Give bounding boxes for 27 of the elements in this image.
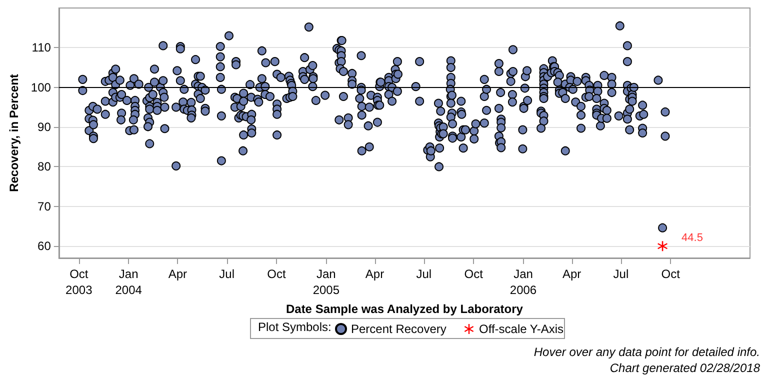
x-tick-label: Jul — [416, 267, 432, 281]
x-tick-label: Apr — [365, 267, 384, 281]
text: Hover over any data point for detailed info. — [534, 345, 760, 359]
x-tick-label: Oct 2003 — [66, 267, 93, 297]
x-tick-label: Jul — [219, 267, 235, 281]
x-tick-label: Oct — [464, 267, 484, 281]
x-tick-label: Jul — [613, 267, 629, 281]
x-tick-label: Apr — [562, 267, 582, 281]
y-tick-label: 70 — [38, 199, 52, 214]
legend-label: Percent Recovery — [351, 322, 446, 336]
y-tick-label: 110 — [32, 40, 52, 55]
text: Chart generated 02/28/2018 — [610, 361, 760, 375]
x-tick-label: Jan 2005 — [312, 267, 340, 297]
legend-label: Off-scale Y-Axis — [479, 322, 564, 336]
y-axis-title: Recovery, in Percent — [7, 74, 21, 192]
x-tick-label: Oct — [267, 267, 286, 281]
x-tick-label: Apr — [168, 267, 188, 281]
annotation: 44.5 — [682, 232, 703, 244]
x-tick-label: Jan 2004 — [115, 267, 142, 297]
y-tick-label: 60 — [38, 239, 52, 254]
x-tick-label: Oct — [661, 267, 681, 281]
legend-title: Plot Symbols: — [258, 320, 332, 334]
x-tick-label: Jan 2006 — [510, 267, 537, 297]
y-tick-label: 90 — [38, 120, 52, 134]
x-axis-title: Date Sample was Analyzed by Laboratory — [286, 302, 524, 316]
y-tick-label: 100 — [30, 80, 52, 94]
y-tick-label: 80 — [38, 160, 52, 174]
